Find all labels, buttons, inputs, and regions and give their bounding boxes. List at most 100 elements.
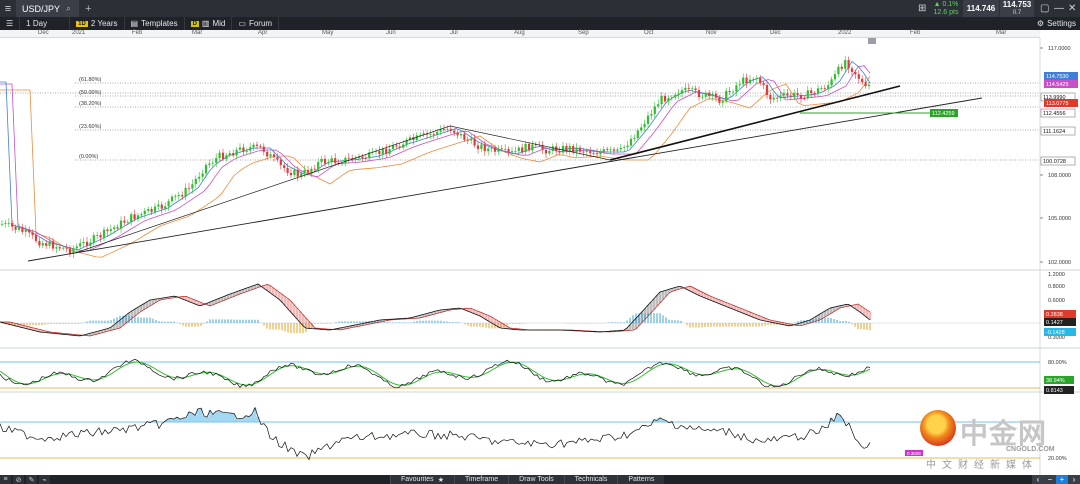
candle-body: [395, 145, 398, 147]
zoom-out-icon[interactable]: −: [1044, 475, 1056, 484]
chart-icon[interactable]: ⊞: [918, 3, 927, 14]
candle-body: [68, 248, 72, 254]
candle-body: [242, 147, 245, 152]
magnet-icon[interactable]: ⌁: [39, 475, 50, 484]
candle-body: [184, 187, 187, 197]
candle-body: [136, 215, 140, 220]
bottom-tab-timeframe[interactable]: Timeframe: [453, 475, 509, 484]
candle-body: [646, 115, 650, 124]
candle-body: [24, 229, 27, 232]
candle-body: [21, 227, 24, 232]
price-tag-box: [1040, 126, 1076, 136]
bottom-tabs: Favourites ★ Timeframe Draw Tools Technicals…: [390, 475, 665, 484]
candle-body: [708, 92, 711, 96]
bottom-tab-patterns[interactable]: Patterns: [617, 475, 665, 484]
trend-line-upper: [74, 125, 451, 254]
range-select[interactable]: 1D 2 Years: [70, 17, 125, 30]
candle-body: [470, 138, 473, 141]
candle-body: [436, 131, 439, 135]
sell-price-button[interactable]: 114.746: [963, 0, 999, 17]
pencil-icon[interactable]: ✎: [26, 475, 37, 484]
candle-body: [521, 147, 524, 153]
trend-line-bold: [609, 85, 901, 161]
candle-body: [806, 90, 809, 99]
settings-button[interactable]: ⚙ Settings: [1037, 17, 1076, 30]
mid-price-select[interactable]: D ▥ Mid: [185, 17, 233, 30]
candle-body: [776, 97, 779, 99]
forum-button[interactable]: ▭ Forum: [232, 17, 280, 30]
candle-body: [303, 170, 306, 174]
candle-body: [650, 114, 653, 116]
candle-body: [378, 150, 381, 155]
add-tab-icon[interactable]: +: [85, 2, 92, 15]
change-pips: 12.6 pts: [933, 8, 959, 16]
candle-body: [361, 156, 364, 158]
month-label: May: [322, 30, 334, 36]
candle-body: [82, 241, 85, 244]
price-tag-label: 112.4259: [932, 111, 955, 117]
candle-body: [612, 149, 616, 151]
candle-body: [456, 132, 459, 136]
close-icon[interactable]: ✕: [1068, 3, 1077, 14]
candle-body: [660, 95, 663, 105]
chart-area[interactable]: (61.80%)(50.00%)(38.20%)(23.60%)(0.00%)1…: [0, 38, 1080, 475]
hamburger-menu-icon[interactable]: ≡: [4, 2, 12, 15]
month-label: Mar: [996, 30, 1007, 36]
moving-average-slow: [0, 75, 871, 258]
crosshair-icon[interactable]: ⊘: [13, 475, 24, 484]
window-icon[interactable]: ▢: [1040, 3, 1050, 14]
month-label: Feb: [132, 30, 143, 36]
month-label: Oct: [644, 30, 654, 36]
macd-tag-box: [1044, 318, 1076, 326]
candle-body: [861, 78, 864, 83]
candle-body: [65, 247, 68, 249]
spread-value: 0.7: [1012, 9, 1022, 16]
candle-body: [752, 79, 755, 80]
bottom-tab-draw-tools[interactable]: Draw Tools: [508, 475, 564, 484]
bottom-tab-technicals[interactable]: Technicals: [563, 475, 618, 484]
price-tag-label: 113.9990: [1043, 95, 1066, 101]
zoom-in-icon[interactable]: +: [1056, 475, 1068, 484]
candle-body: [629, 138, 633, 146]
bottom-tab-label: Timeframe: [464, 476, 499, 483]
candle-body: [558, 151, 561, 153]
scroll-right-icon[interactable]: ›: [1068, 475, 1080, 484]
candle-body: [391, 145, 395, 150]
candle-body: [670, 97, 673, 99]
candle-body: [640, 127, 643, 131]
candle-body: [300, 173, 303, 177]
candle-body: [160, 204, 163, 209]
templates-button[interactable]: ▤ Templates: [125, 17, 185, 30]
search-icon[interactable]: ⌕: [66, 3, 72, 13]
candle-body: [711, 93, 714, 96]
candle-body: [697, 90, 701, 98]
symbol-label: USD/JPY: [22, 3, 61, 14]
candle-body: [504, 149, 507, 150]
candle-body: [442, 129, 446, 130]
menu-icon[interactable]: ☰: [0, 17, 21, 30]
bottom-tab-favourites[interactable]: Favourites ★: [390, 475, 454, 484]
candle-body: [252, 144, 255, 148]
candle-body: [164, 206, 167, 209]
candle-body: [816, 88, 820, 94]
candle-body: [453, 130, 456, 133]
scroll-left-icon[interactable]: ‹: [1032, 475, 1044, 484]
candle-body: [221, 152, 225, 159]
candle-body: [609, 149, 612, 151]
symbol-tab[interactable]: USD/JPY ⌕: [16, 0, 80, 17]
candle-body: [249, 147, 252, 151]
buy-price-button[interactable]: 114.753 0.7: [1000, 0, 1034, 17]
templates-label: Templates: [141, 19, 178, 28]
stoch-axis-label: 80.00%: [1048, 360, 1067, 366]
price-tag-label: 111.1624: [1043, 129, 1065, 135]
minimize-icon[interactable]: —: [1054, 3, 1064, 14]
candle-body: [772, 97, 775, 100]
candle-body: [769, 94, 772, 100]
menu-icon[interactable]: ≡: [0, 475, 11, 484]
candle-body: [157, 204, 160, 207]
interval-select[interactable]: 1 Day: [20, 17, 71, 30]
candle-body: [92, 235, 95, 243]
time-axis: Dec 2021 Feb Mar Apr May Jun Jul Aug Sep Oct Nov Dec…: [0, 30, 1040, 38]
candle-body: [415, 135, 418, 140]
